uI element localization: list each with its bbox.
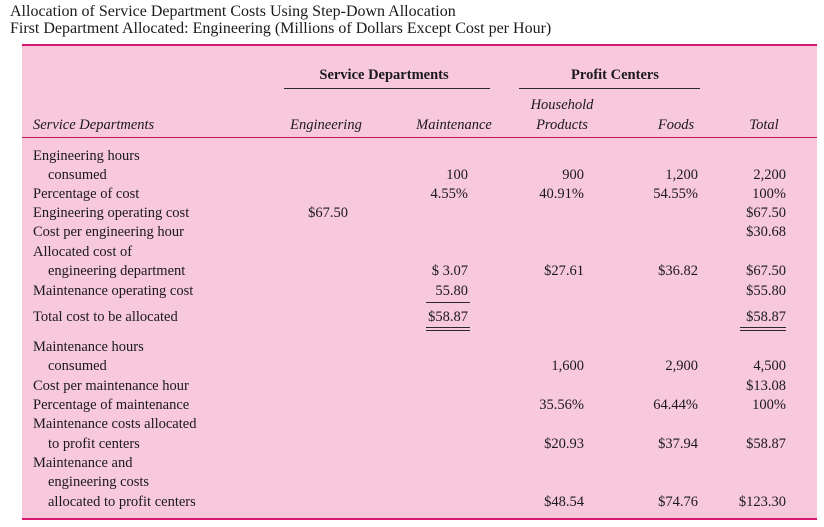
row-label: engineering department xyxy=(48,263,186,279)
cell-foods: $36.82 xyxy=(658,263,698,279)
col-header-household-2: Products xyxy=(536,117,588,133)
table-subtitle: First Department Allocated: Engineering … xyxy=(10,20,552,37)
cell-foods: $37.94 xyxy=(658,436,698,452)
cell-total: 100% xyxy=(752,397,786,413)
cell-household: $48.54 xyxy=(544,494,584,510)
cell-foods: 54.55% xyxy=(653,186,698,202)
row-label: Cost per maintenance hour xyxy=(33,378,189,394)
cell-total: $55.80 xyxy=(746,283,786,299)
cell-total: $67.50 xyxy=(746,205,786,221)
cell-household: $20.93 xyxy=(544,436,584,452)
allocation-table: Service Departments Profit Centers House… xyxy=(22,44,817,520)
cell-total: $58.87 xyxy=(746,436,786,452)
cell-total: $13.08 xyxy=(746,378,786,394)
cell-total: $123.30 xyxy=(738,494,786,510)
row-label: Allocated cost of xyxy=(33,244,133,260)
cell-household: 40.91% xyxy=(539,186,584,202)
double-underline-top xyxy=(426,327,470,328)
cell-total: 4,500 xyxy=(753,358,786,374)
row-label: Engineering operating cost xyxy=(33,205,190,221)
col-header-row-label: Service Departments xyxy=(33,117,155,133)
cell-foods: 2,900 xyxy=(665,358,698,374)
double-underline-bottom xyxy=(426,330,470,331)
row-label: Maintenance costs allocated xyxy=(33,416,197,432)
double-underline-top xyxy=(740,327,786,328)
cell-maintenance: 100 xyxy=(446,167,468,183)
col-header-engineering: Engineering xyxy=(290,117,362,133)
row-label: to profit centers xyxy=(48,436,140,452)
group-underline-service xyxy=(284,88,490,89)
group-header-service: Service Departments xyxy=(319,67,449,83)
table-title: Allocation of Service Department Costs U… xyxy=(10,3,456,20)
row-label: Maintenance and xyxy=(33,455,133,471)
col-header-maintenance: Maintenance xyxy=(416,117,492,133)
cell-engineering: $67.50 xyxy=(308,205,348,221)
double-underline-bottom xyxy=(740,330,786,331)
row-label: Cost per engineering hour xyxy=(33,224,185,240)
cell-maintenance: $ 3.07 xyxy=(431,263,468,279)
row-label: consumed xyxy=(48,358,107,374)
cell-total: $67.50 xyxy=(746,263,786,279)
row-label: Engineering hours xyxy=(33,148,140,164)
cell-foods: 1,200 xyxy=(665,167,698,183)
row-label: Percentage of cost xyxy=(33,186,140,202)
group-underline-profit xyxy=(519,88,700,89)
col-header-total: Total xyxy=(749,117,779,133)
cell-total: 2,200 xyxy=(753,167,786,183)
cell-household: 1,600 xyxy=(551,358,584,374)
row-label: Maintenance hours xyxy=(33,339,144,355)
row-label: Percentage of maintenance xyxy=(33,397,190,413)
cell-foods: $74.76 xyxy=(658,494,698,510)
cell-foods: 64.44% xyxy=(653,397,698,413)
cell-household: $27.61 xyxy=(544,263,584,279)
header-rule xyxy=(22,137,817,138)
col-header-foods: Foods xyxy=(657,117,695,133)
sum-underline xyxy=(426,302,470,303)
group-header-profit: Profit Centers xyxy=(571,67,659,83)
cell-total: $30.68 xyxy=(746,224,786,240)
row-label: Total cost to be allocated xyxy=(33,309,178,325)
cell-maintenance: 55.80 xyxy=(435,283,468,299)
row-label: allocated to profit centers xyxy=(48,494,196,510)
row-label: engineering costs xyxy=(48,474,150,490)
cell-maintenance: 4.55% xyxy=(430,186,468,202)
row-label: Maintenance operating cost xyxy=(33,283,194,299)
cell-household: 900 xyxy=(562,167,584,183)
cell-total: $58.87 xyxy=(746,309,786,325)
cell-household: 35.56% xyxy=(539,397,584,413)
row-label: consumed xyxy=(48,167,107,183)
cell-total: 100% xyxy=(752,186,786,202)
col-header-household-1: Household xyxy=(530,97,594,113)
cell-maintenance: $58.87 xyxy=(428,309,468,325)
